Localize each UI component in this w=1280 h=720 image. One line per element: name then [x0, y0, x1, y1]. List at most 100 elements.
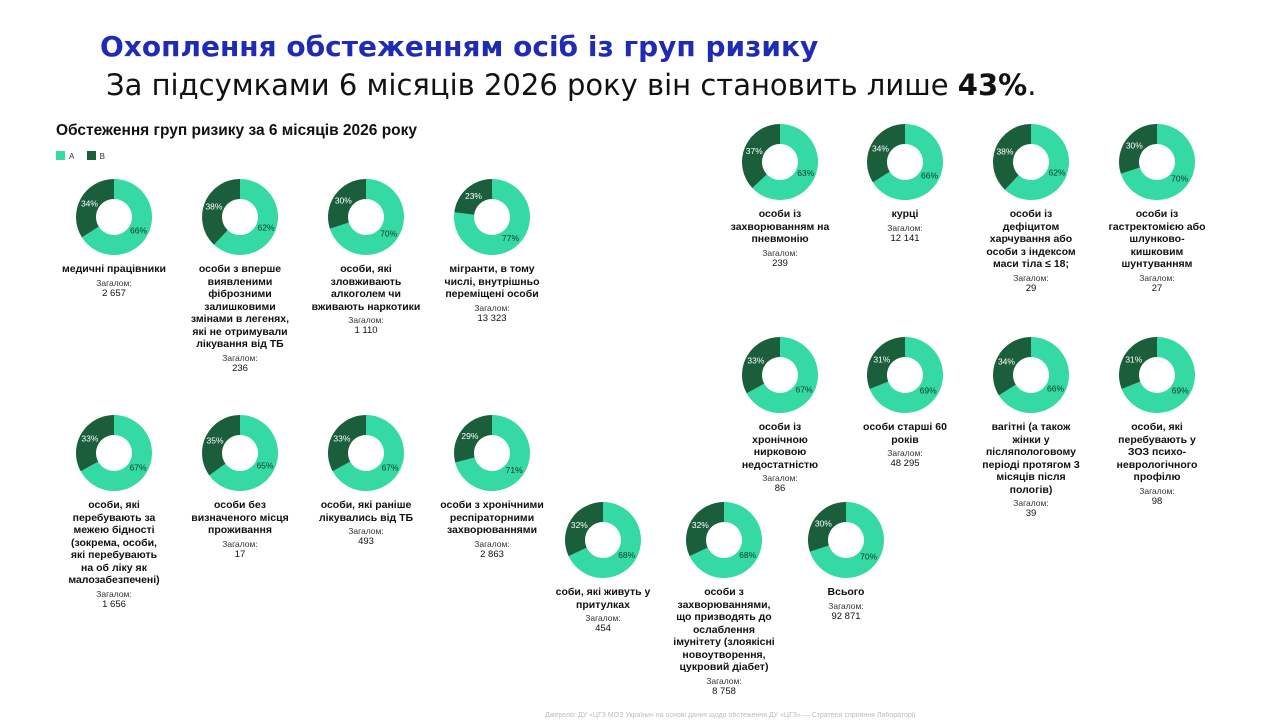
donut-svg: 69% 31% — [1119, 337, 1195, 413]
donut-label-a: 66% — [130, 225, 147, 235]
donut-svg: 63% 37% — [742, 124, 818, 200]
donut-total-label: Загалом: — [474, 303, 510, 313]
donut-caption: особи з захворюваннями, що призводять до… — [673, 586, 775, 673]
donut-chart: 70% 30% — [1119, 124, 1195, 200]
donut-slice-b — [867, 124, 905, 183]
donut-total-label: Загалом: — [348, 315, 384, 325]
legend-label-a: A — [69, 152, 75, 161]
donut-label-b: 37% — [746, 146, 763, 156]
donut-label-b: 31% — [1125, 354, 1142, 364]
donut-svg: 67% 33% — [76, 415, 152, 491]
chart-title: Обстеження груп ризику за 6 місяців 2026… — [56, 122, 418, 139]
donut-total-label: Загалом: — [1139, 273, 1175, 283]
donut-caption: особи із гастректомією або шлунково-кишк… — [1108, 208, 1206, 270]
donut-chart: 65% 35% — [202, 415, 278, 491]
donut-total-value: 236 — [232, 363, 248, 374]
donut-caption: курці — [891, 208, 919, 220]
donut-chart: 62% 38% — [993, 124, 1069, 200]
donut-svg: 68% 32% — [565, 502, 641, 578]
legend-item-b: B — [86, 151, 105, 161]
donut-chart: 67% 33% — [742, 337, 818, 413]
donut-label-a: 66% — [921, 170, 938, 180]
donut-caption: особи із хронічною нирковою недостатніст… — [741, 421, 819, 471]
donut-slice-a — [1121, 337, 1195, 413]
donut-total-value: 48 295 — [890, 458, 920, 469]
donut-label-a: 70% — [380, 228, 397, 238]
donut-svg: 69% 31% — [867, 337, 943, 413]
donut-caption: особи, які зловживають алкоголем чи вжив… — [311, 263, 421, 313]
legend-label-b: B — [99, 152, 105, 161]
donut-chart: 69% 31% — [1119, 337, 1195, 413]
chart-legend: A B — [56, 151, 115, 161]
subheading-end: . — [1027, 68, 1037, 102]
donut-slice-b — [202, 179, 240, 245]
donut-slice-a — [998, 337, 1069, 413]
donut-label-a: 77% — [502, 233, 519, 243]
donut-total-value: 92 871 — [831, 611, 861, 622]
donut-total-value: 17 — [234, 549, 246, 560]
donut-slice-b — [742, 124, 780, 189]
donut-total-value: 239 — [772, 258, 788, 269]
donut-chart: 69% 31% — [867, 337, 943, 413]
donut-slice-a — [568, 502, 641, 578]
donut-total-value: 13 323 — [477, 313, 507, 324]
donut-total-label: Загалом: — [474, 539, 510, 549]
donut-svg: 65% 35% — [202, 415, 278, 491]
donut-chart: 70% 30% — [808, 502, 884, 578]
donut-total-label: Загалом: — [1013, 273, 1049, 283]
donut-slice-b — [76, 179, 114, 238]
donut-chart: 66% 34% — [76, 179, 153, 255]
donut-chart: 68% 32% — [565, 502, 641, 578]
donut-chart: 77% 23% — [454, 179, 530, 255]
donut-caption: вагітні (а також жінки у післяпологовому… — [982, 421, 1080, 496]
donut-label-b: 34% — [998, 357, 1015, 367]
donut-total-label: Загалом: — [585, 613, 621, 623]
donut-label-a: 67% — [130, 462, 147, 472]
donut-slice-b — [808, 502, 846, 552]
donut-total-value: 86 — [774, 483, 786, 494]
donut-total-label: Загалом: — [887, 223, 923, 233]
donut-total-value: 27 — [1151, 283, 1163, 294]
donut-caption: особи, які перебувають у ЗОЗ психо-невро… — [1116, 421, 1198, 483]
donut-svg: 71% 29% — [454, 415, 530, 491]
donut-total-value: 2 863 — [480, 549, 504, 560]
donut-total-label: Загалом: — [222, 539, 258, 549]
donut-caption: особи із захворюванням на пневмонію — [730, 208, 830, 245]
donut-caption: особи, які раніше лікувались від ТБ — [318, 499, 414, 524]
donut-chart: 67% 33% — [328, 415, 404, 491]
donut-total-value: 8 758 — [712, 686, 736, 697]
donut-chart: 71% 29% — [454, 415, 530, 491]
donut-label-b: 29% — [461, 431, 478, 441]
donut-chart: 66% 34% — [867, 124, 943, 200]
donut-label-b: 38% — [205, 202, 222, 212]
donut-chart: 67% 33% — [76, 415, 152, 491]
donut-label-b: 30% — [815, 519, 832, 529]
donut-caption: особи, які перебувають за межею бідності… — [68, 499, 160, 586]
donut-slice-b — [565, 502, 603, 557]
donut-slice-b — [328, 415, 366, 472]
donut-total-label: Загалом: — [96, 589, 132, 599]
donut-label-b: 33% — [333, 434, 350, 444]
donut-label-b: 30% — [1126, 141, 1143, 151]
donut-slice-a — [329, 179, 404, 255]
donut-total-label: Загалом: — [1139, 486, 1175, 496]
donut-total-value: 29 — [1025, 283, 1037, 294]
donut-total-label: Загалом: — [828, 601, 864, 611]
legend-item-a: A — [56, 151, 74, 161]
donut-chart: 62% 38% — [202, 179, 278, 255]
donut-label-a: 68% — [618, 550, 635, 560]
donut-total-value: 493 — [358, 536, 374, 547]
donut-svg: 77% 23% — [454, 179, 530, 255]
donut-caption: соби, які живуть у притулках — [555, 586, 651, 611]
donut-caption: особи старші 60 років — [863, 421, 947, 446]
donut-label-a: 67% — [382, 462, 399, 472]
donut-slice-b — [993, 337, 1031, 396]
donut-total-label: Загалом: — [762, 248, 798, 258]
donut-slice-a — [809, 502, 884, 578]
donut-label-a: 68% — [739, 550, 756, 560]
donut-slice-b — [993, 124, 1031, 190]
donut-slice-b — [454, 415, 492, 463]
donut-total-label: Загалом: — [96, 278, 132, 288]
donut-caption: особи з хронічними респіраторними захвор… — [440, 499, 544, 536]
